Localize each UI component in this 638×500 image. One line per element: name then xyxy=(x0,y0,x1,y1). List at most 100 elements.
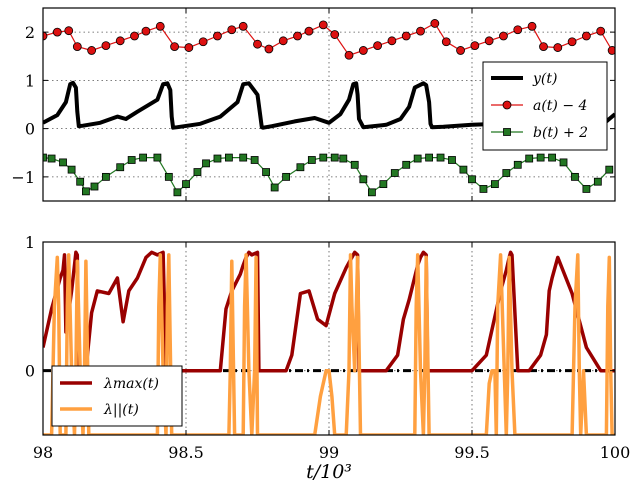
b-point xyxy=(262,168,270,176)
b-point xyxy=(559,158,568,167)
a-point xyxy=(72,42,82,51)
a-point xyxy=(513,25,523,35)
a-point xyxy=(499,31,508,41)
b-point xyxy=(425,153,434,162)
a-point xyxy=(101,41,111,51)
b-point xyxy=(490,180,499,189)
top-ytick-label: 1 xyxy=(25,71,35,90)
bottom-ytick-label: 1 xyxy=(25,233,35,252)
a-point xyxy=(330,30,340,39)
a-point xyxy=(373,41,383,51)
b-point xyxy=(502,169,511,177)
b-point xyxy=(459,165,468,174)
a-point xyxy=(484,36,494,46)
b-point xyxy=(270,183,279,192)
bottom-legend-frame xyxy=(51,365,183,427)
x-tick-label: 99 xyxy=(319,443,339,462)
a-point xyxy=(130,31,139,41)
a-point xyxy=(253,39,262,49)
a-point xyxy=(387,36,397,46)
bottom-ticks: 0 1 98 98.5 99 99.5 100 xyxy=(25,233,630,462)
top-grid xyxy=(43,8,615,201)
b-point xyxy=(47,154,56,163)
legend-label-1: λ||(t) xyxy=(103,402,139,418)
b-point xyxy=(525,154,534,163)
b-point xyxy=(239,153,248,162)
b-point xyxy=(213,154,222,163)
a-point xyxy=(278,36,288,46)
a-point xyxy=(115,36,125,46)
b-point xyxy=(605,165,614,174)
b-point xyxy=(479,185,488,193)
a-point xyxy=(344,50,354,60)
b-point xyxy=(76,177,85,186)
b-point xyxy=(116,163,125,172)
a-point xyxy=(87,46,97,55)
b-point xyxy=(59,158,67,167)
top-legend: y(t) a(t) − 4 b(t) + 2 xyxy=(482,61,608,151)
b-point xyxy=(224,153,233,162)
a-point xyxy=(527,21,537,31)
b-point xyxy=(90,182,99,191)
b-point xyxy=(536,153,545,162)
b-point xyxy=(319,153,328,162)
b-point xyxy=(139,153,148,162)
a-point xyxy=(141,26,151,36)
bottom-panel: 0 1 98 98.5 99 99.5 100 λmax(t) λ||(t) t/10³ xyxy=(25,233,630,483)
b-point xyxy=(413,154,422,163)
a-point xyxy=(198,37,208,47)
a-point xyxy=(456,46,465,55)
a-point xyxy=(441,37,451,47)
top-ytick-label: −1 xyxy=(11,168,35,187)
a-point xyxy=(582,31,591,41)
a-point xyxy=(238,21,248,31)
b-point xyxy=(173,188,182,197)
b-point xyxy=(367,188,376,197)
b-point xyxy=(571,172,579,181)
a-point xyxy=(539,42,548,51)
a-point xyxy=(358,46,368,55)
b-point xyxy=(436,153,445,162)
b-point xyxy=(43,153,47,162)
top-ytick-label: 2 xyxy=(25,23,35,42)
x-axis-title: t/10³ xyxy=(306,461,352,483)
a-point xyxy=(227,25,237,35)
legend-label-0: y(t) xyxy=(532,71,557,87)
b-point xyxy=(448,156,456,164)
bottom-series-0-line xyxy=(43,250,615,373)
a-point xyxy=(155,21,165,31)
x-tick-label: 98.5 xyxy=(168,443,204,462)
b-point xyxy=(250,156,259,164)
a-point xyxy=(304,26,314,36)
a-point xyxy=(607,46,615,55)
top-ticks: −1 0 1 2 xyxy=(11,8,616,201)
a-point xyxy=(43,31,48,41)
x-tick-label: 99.5 xyxy=(454,443,490,462)
legend-label-2: b(t) + 2 xyxy=(533,125,588,141)
b-point xyxy=(282,172,291,181)
b-point xyxy=(468,175,476,184)
bottom-legend: λmax(t) λ||(t) xyxy=(51,365,183,427)
legend-label-0: λmax(t) xyxy=(103,376,159,392)
a-point xyxy=(401,31,411,41)
a-point xyxy=(184,43,194,52)
a-point xyxy=(416,26,425,36)
b-point xyxy=(390,169,399,177)
x-tick-label: 100 xyxy=(600,443,631,462)
a-point xyxy=(170,42,179,51)
b-point xyxy=(153,153,162,162)
b-point xyxy=(350,160,359,169)
b-point xyxy=(513,160,522,169)
legend-label-1: a(t) − 4 xyxy=(533,98,587,114)
a-point xyxy=(52,27,62,37)
a-point xyxy=(213,31,222,41)
b-point xyxy=(164,172,173,181)
b-point xyxy=(296,163,305,172)
b-point xyxy=(202,159,210,168)
b-point xyxy=(330,153,339,162)
legend-marker-a xyxy=(502,100,512,110)
b-point xyxy=(379,180,388,189)
b-point xyxy=(582,185,591,193)
